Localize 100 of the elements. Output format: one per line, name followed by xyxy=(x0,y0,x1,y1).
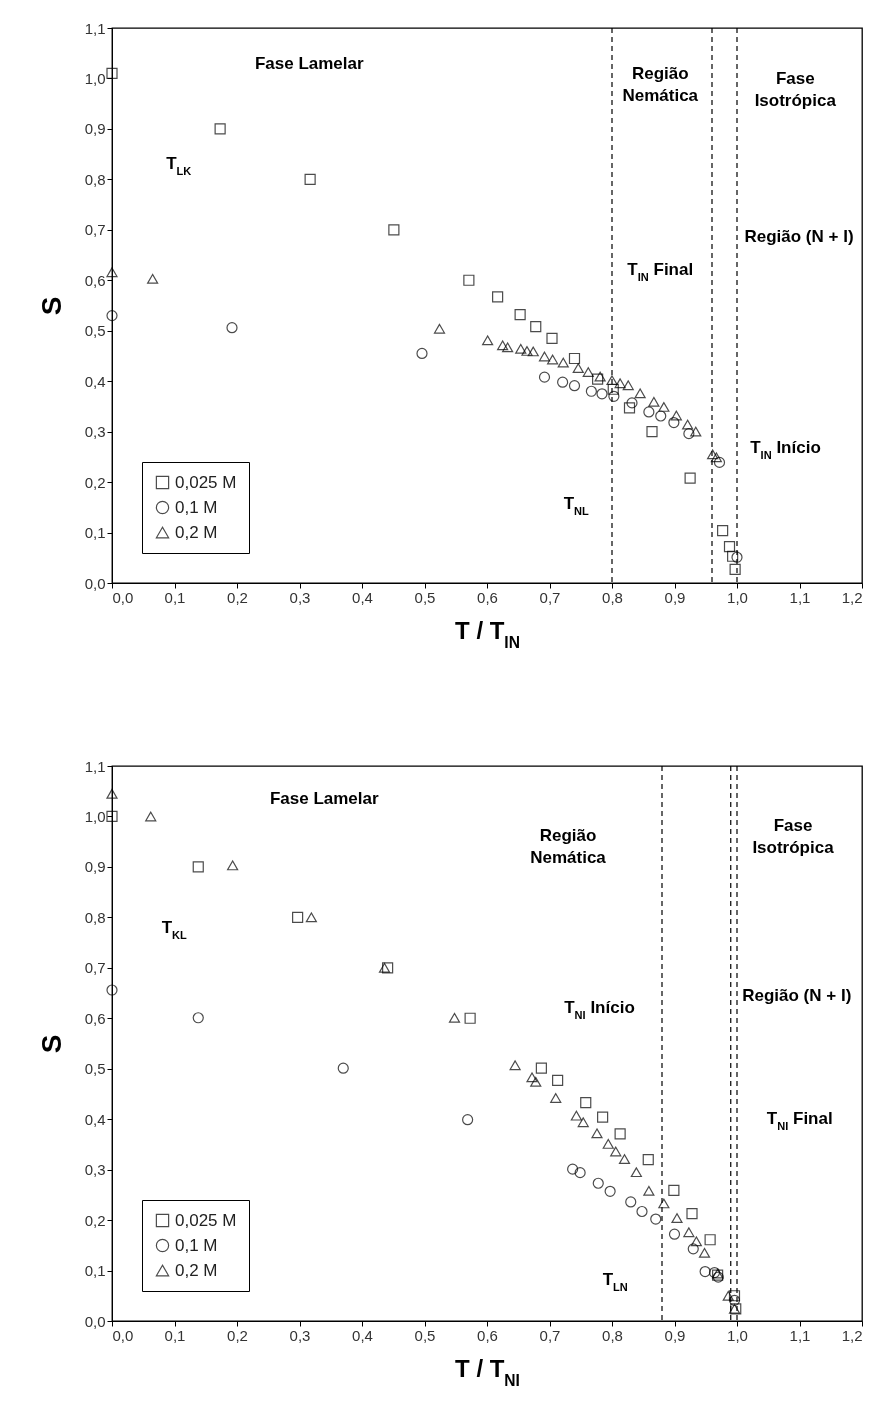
annotation: T$_{KL}$ xyxy=(161,917,188,941)
point xyxy=(550,1093,562,1103)
point xyxy=(530,321,542,333)
point xyxy=(106,984,118,996)
point xyxy=(684,472,696,484)
annotation: Região (N + I) xyxy=(742,985,852,1005)
point xyxy=(728,1290,741,1302)
legend-label: 0,025 M xyxy=(175,472,237,492)
y-tick-label: 0,6 xyxy=(84,1009,106,1027)
point xyxy=(630,1167,642,1178)
y-tick-label: 0,1 xyxy=(84,524,106,542)
point xyxy=(658,1198,670,1209)
point xyxy=(492,291,504,303)
y-axis-title: S xyxy=(35,296,67,316)
y-tick-label: 0,0 xyxy=(84,1312,106,1330)
point xyxy=(610,1146,622,1157)
point xyxy=(482,335,494,346)
y-tick-label: 0,3 xyxy=(84,423,106,441)
x-tick-label: 0,9 xyxy=(664,1326,686,1344)
point xyxy=(608,390,620,402)
point xyxy=(521,345,533,356)
point xyxy=(602,1138,614,1149)
point xyxy=(538,351,551,362)
point xyxy=(552,1074,564,1086)
point xyxy=(686,1207,698,1220)
point xyxy=(643,406,655,418)
point xyxy=(227,860,239,871)
point xyxy=(690,1236,702,1247)
point xyxy=(655,410,667,422)
legend-label: 0,2 M xyxy=(175,1260,218,1280)
annotation: T$_{IN}$ Final xyxy=(627,259,694,283)
point xyxy=(192,1012,204,1024)
y-tick-label: 0,5 xyxy=(84,322,106,340)
x-tick-label: 0,3 xyxy=(289,1326,311,1344)
annotation: Fase Isotrópica xyxy=(754,68,837,110)
y-tick-label: 0,9 xyxy=(84,858,106,876)
legend-label: 0,025 M xyxy=(175,1210,237,1230)
point xyxy=(607,383,619,395)
point xyxy=(625,1196,637,1208)
annotation: T$_{NL}$ xyxy=(563,493,590,517)
x-tick-label: 0,1 xyxy=(164,1326,186,1344)
point xyxy=(448,1012,461,1023)
point xyxy=(527,346,539,357)
x-axis-title: T / T$_{NI}$ xyxy=(455,1354,520,1388)
x-tick-label: 0,2 xyxy=(227,588,248,606)
point xyxy=(382,962,394,974)
point xyxy=(622,380,634,391)
point xyxy=(648,396,660,407)
point xyxy=(623,402,636,414)
point xyxy=(567,1163,579,1175)
x-tick-label: 0,1 xyxy=(164,588,186,606)
point xyxy=(226,322,238,334)
point xyxy=(722,1290,734,1301)
x-axis-title: T / T$_{IN}$ xyxy=(455,616,520,650)
point xyxy=(668,1184,680,1196)
point xyxy=(106,788,118,799)
point xyxy=(305,912,317,923)
point xyxy=(668,416,680,429)
point xyxy=(462,1114,474,1126)
y-tick-label: 0,2 xyxy=(84,473,106,491)
legend-label: 0,1 M xyxy=(175,1235,218,1255)
point xyxy=(535,1062,547,1074)
x-tick-label: 0,0 xyxy=(112,1326,134,1344)
point xyxy=(547,354,559,365)
point xyxy=(698,1247,711,1258)
annotation: T$_{NI}$ Início xyxy=(564,997,635,1021)
point xyxy=(538,371,551,383)
point xyxy=(683,428,695,440)
x-tick-label: 0,2 xyxy=(227,1326,248,1344)
point xyxy=(463,274,475,286)
point xyxy=(106,810,118,823)
x-tick-label: 1,1 xyxy=(789,1326,811,1344)
point xyxy=(337,1062,349,1074)
point xyxy=(592,1177,604,1189)
x-tick-label: 1,2 xyxy=(841,588,863,606)
y-tick-label: 0,0 xyxy=(84,574,106,592)
point xyxy=(728,1294,741,1306)
y-tick-label: 1,1 xyxy=(84,19,106,37)
x-tick-label: 0,7 xyxy=(539,1326,561,1344)
x-tick-label: 1,0 xyxy=(727,1326,748,1344)
annotation: Região Nemática xyxy=(530,826,607,868)
point xyxy=(582,367,594,378)
point xyxy=(604,1185,616,1197)
annotation: T$_{IN}$ Início xyxy=(750,437,821,461)
y-tick-label: 0,6 xyxy=(84,271,106,289)
point xyxy=(729,563,741,575)
point xyxy=(636,1205,648,1218)
point xyxy=(106,310,118,322)
point xyxy=(614,1128,626,1140)
y-tick-label: 0,7 xyxy=(84,959,106,977)
point xyxy=(106,67,118,80)
point xyxy=(597,1111,609,1123)
point xyxy=(713,456,726,468)
point xyxy=(670,410,682,421)
point xyxy=(568,352,581,365)
y-tick-label: 0,5 xyxy=(84,1060,106,1078)
point xyxy=(585,385,597,397)
point xyxy=(606,375,618,386)
annotation: Região Nemática xyxy=(622,63,699,105)
point xyxy=(515,343,527,354)
